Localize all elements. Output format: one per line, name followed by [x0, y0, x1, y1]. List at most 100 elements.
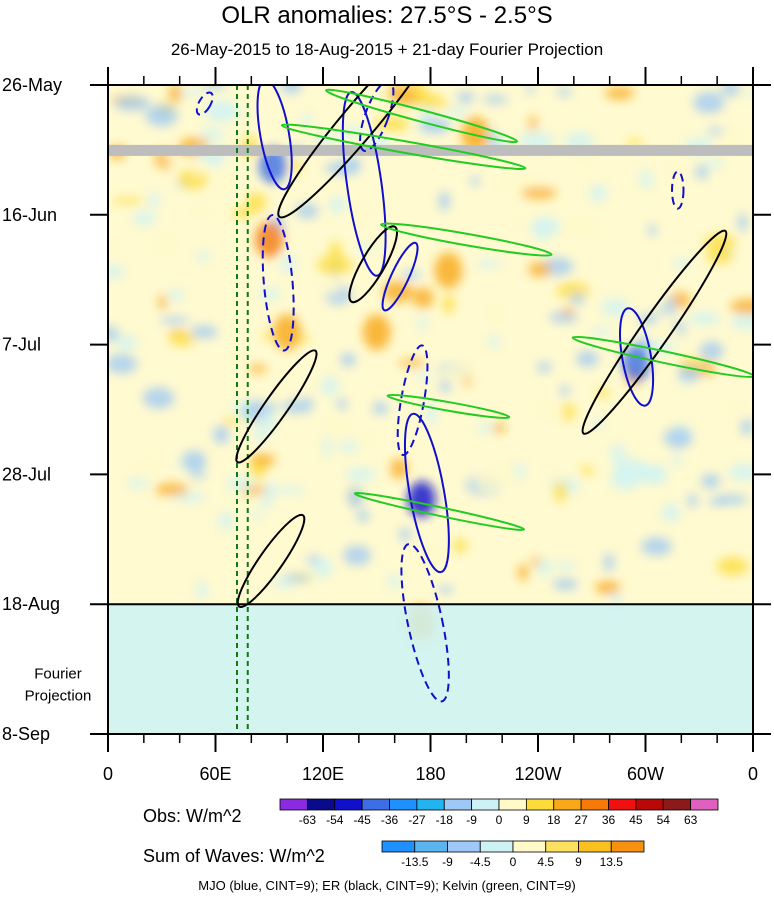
anomaly-blob [437, 585, 454, 594]
anomaly-blob [261, 411, 276, 434]
er-contour [348, 225, 398, 304]
obs-colorbar-label: Obs: W/m^2 [143, 806, 241, 826]
y-tick-label: 16-Jun [2, 205, 57, 225]
mjo-contour [400, 543, 450, 703]
chart-title: OLR anomalies: 27.5°S - 2.5°S [221, 2, 553, 29]
kelvin-contour [280, 123, 527, 171]
anomaly-blob [362, 314, 391, 351]
anomaly-blob [575, 350, 599, 367]
obs-colorbar-swatch [498, 798, 527, 811]
anomaly-blob [418, 315, 427, 332]
obs-colorbar-swatch [279, 798, 308, 811]
obs-colorbar-swatch [525, 798, 555, 811]
anomaly-blob [639, 169, 653, 189]
anomaly-blob [168, 289, 183, 302]
anomaly-blob [663, 427, 693, 449]
anomaly-blob [401, 270, 422, 279]
anomaly-blob [590, 327, 613, 336]
waves-colorbar-label: Sum of Waves: W/m^2 [143, 846, 325, 866]
anomaly-blob [418, 371, 430, 382]
obs-colorbar-tick-label: 36 [602, 813, 616, 827]
anomaly-blob [693, 91, 725, 114]
x-tick-label: 120W [514, 764, 561, 784]
anomaly-blob [559, 385, 570, 396]
anomaly-blob [258, 288, 281, 300]
waves-colorbar-tick-label: 9 [575, 855, 582, 869]
anomaly-blob [215, 173, 231, 195]
anomaly-blob [482, 95, 509, 104]
anomaly-blob [278, 487, 305, 495]
anomaly-blob [398, 359, 426, 367]
anomaly-blob [196, 580, 208, 600]
plot-area [108, 85, 753, 734]
anomaly-blob [721, 85, 741, 97]
anomaly-blob [338, 440, 359, 453]
chart-subtitle: 26-May-2015 to 18-Aug-2015 + 21-day Four… [170, 40, 604, 59]
anomaly-blob [610, 592, 622, 607]
waves-colorbar-tick-label: 13.5 [600, 855, 624, 869]
anomaly-blob [557, 220, 594, 234]
obs-colorbar-swatch [361, 798, 390, 811]
anomaly-blob [434, 252, 463, 289]
anomaly-blob [283, 399, 307, 414]
waves-colorbar-swatch [479, 840, 514, 853]
anomaly-blob [199, 128, 225, 140]
mjo-contour [619, 307, 655, 407]
anomaly-blob [446, 108, 468, 117]
anomaly-blob [528, 262, 552, 277]
anomaly-blob [475, 260, 502, 268]
obs-colorbar-tick-label: 54 [657, 813, 671, 827]
anomaly-blob [169, 85, 182, 103]
anomaly-blob [716, 557, 749, 576]
anomaly-blob [452, 539, 468, 553]
anomaly-blob [552, 578, 578, 590]
anomaly-blob [345, 467, 376, 482]
projection-label: Projection [25, 687, 92, 704]
anomaly-blob [493, 422, 505, 434]
anomaly-blob [136, 462, 158, 478]
anomaly-blob [661, 503, 681, 522]
obs-colorbar-swatch [553, 798, 582, 811]
anomaly-blob [470, 176, 480, 186]
anomaly-blob [108, 326, 120, 342]
anomaly-blob [560, 402, 576, 422]
anomaly-blob [657, 500, 668, 507]
anomaly-blob [262, 482, 278, 499]
anomaly-blob [672, 453, 682, 466]
anomaly-blob [648, 224, 657, 236]
anomaly-blob [528, 115, 538, 132]
anomaly-blob [195, 338, 212, 348]
er-contour [277, 85, 441, 219]
anomaly-blob [317, 255, 353, 275]
mjo-contour [381, 241, 419, 312]
x-tick-label: 0 [103, 764, 113, 784]
obs-colorbar-tick-label: -27 [408, 813, 426, 827]
er-contour [581, 229, 728, 435]
obs-colorbar-swatch [334, 798, 363, 811]
anomaly-blob [687, 494, 698, 508]
x-tick-label: 180 [415, 764, 445, 784]
y-tick-label: 28-Jul [2, 464, 51, 484]
anomaly-blob [695, 165, 709, 180]
anomaly-blob [255, 221, 284, 258]
obs-colorbar-swatch [471, 798, 500, 811]
anomaly-blob [387, 574, 402, 588]
anomaly-blob [730, 299, 753, 315]
mjo-contour [256, 85, 293, 191]
anomaly-blob [324, 417, 349, 436]
anomaly-blob [678, 358, 710, 369]
anomaly-blob [399, 527, 411, 542]
anomaly-blob [537, 362, 552, 373]
anomaly-blob [197, 250, 209, 262]
waves-colorbar-tick-label: 0 [510, 855, 517, 869]
waves-colorbar-swatch [578, 840, 612, 853]
anomaly-blob [218, 512, 235, 530]
mjo-contour [359, 85, 395, 152]
anomaly-blob [412, 287, 434, 309]
anomaly-blob [340, 352, 356, 367]
anomaly-blob [553, 480, 568, 503]
anomaly-blob [323, 436, 332, 457]
waves-colorbar-swatch [512, 840, 547, 853]
anomaly-blob [108, 265, 125, 279]
